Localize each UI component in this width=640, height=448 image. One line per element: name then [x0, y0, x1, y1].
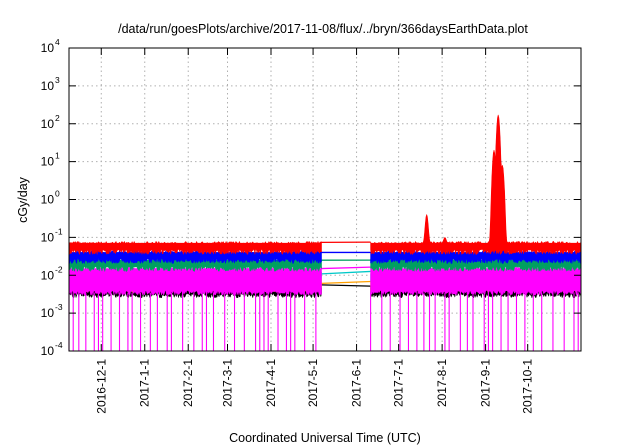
chart-title: /data/run/goesPlots/archive/2017-11-08/f… [118, 22, 528, 36]
series-band [68, 241, 322, 255]
y-tick-label: 10 [41, 41, 55, 55]
y-tick-exponent: -1 [55, 226, 63, 236]
x-tick-label: 2016-12-1 [94, 359, 108, 414]
grid [69, 48, 581, 351]
y-tick-label: 10 [41, 193, 55, 207]
x-tick-label: 2017-1-1 [138, 359, 152, 407]
x-tick-label: 2017-6-1 [350, 359, 364, 407]
y-tick-label: 10 [41, 155, 55, 169]
x-tick-label: 2017-10-1 [521, 359, 535, 414]
y-tick-exponent: 4 [55, 37, 60, 47]
y-axis-label: cGy/day [16, 176, 30, 223]
x-tick-label: 2017-7-1 [392, 359, 406, 407]
series-gap-line [321, 284, 371, 287]
y-tick-label: 10 [41, 268, 55, 282]
y-tick-label: 10 [41, 79, 55, 93]
x-axis-ticks: 2016-12-1 2017-1-1 2017-2-1 2017-3-1 2017-4-… [94, 48, 535, 414]
y-tick-label: 10 [41, 344, 55, 358]
series-gap-line [321, 270, 371, 275]
y-tick-exponent: -3 [55, 302, 63, 312]
y-tick-exponent: 3 [55, 75, 60, 85]
y-tick-exponent: 1 [55, 151, 60, 161]
x-tick-label: 2017-5-1 [306, 359, 320, 407]
x-tick-label: 2017-2-1 [181, 359, 195, 407]
y-tick-exponent: 0 [55, 189, 60, 199]
x-tick-label: 2017-8-1 [435, 359, 449, 407]
series-gap-line [321, 266, 371, 270]
x-tick-label: 2017-3-1 [221, 359, 235, 407]
y-tick-exponent: -2 [55, 264, 63, 274]
y-tick-label: 10 [41, 117, 55, 131]
x-tick-label: 2017-4-1 [264, 359, 278, 407]
series-band [68, 266, 322, 296]
y-tick-exponent: 2 [55, 113, 60, 123]
y-tick-label: 10 [41, 306, 55, 320]
y-tick-label: 10 [41, 230, 55, 244]
x-tick-label: 2017-9-1 [479, 359, 493, 407]
y-tick-exponent: -4 [55, 340, 63, 350]
series-gap-line [321, 280, 371, 285]
x-axis-label: Coordinated Universal Time (UTC) [229, 431, 421, 445]
